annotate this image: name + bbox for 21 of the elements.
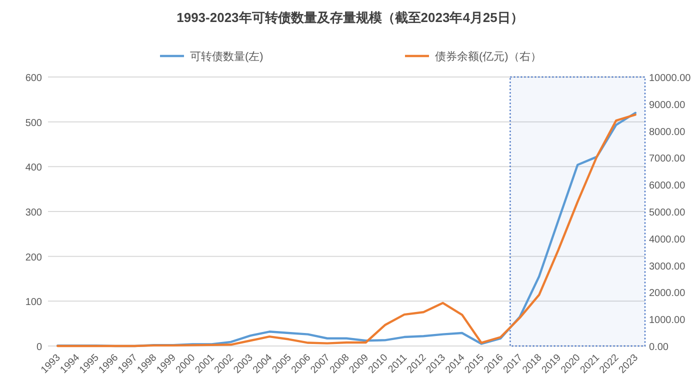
y2-tick-label: 8000.00 xyxy=(649,126,686,138)
y-tick-label: 0 xyxy=(36,342,42,353)
y2-tick-label: 2000.00 xyxy=(649,288,686,300)
legend-label: 债券余额(亿元)（右） xyxy=(435,50,542,63)
y-tick-label: 200 xyxy=(25,252,42,264)
y2-tick-label: 6000.00 xyxy=(649,180,686,192)
y2-tick-label: 3000.00 xyxy=(649,261,686,272)
y2-tick-label: 4000.00 xyxy=(649,234,686,246)
y2-tick-label: 1000.00 xyxy=(649,315,686,326)
y2-tick-label: 5000.00 xyxy=(649,208,686,218)
y2-tick-label: 10000.00 xyxy=(649,73,692,84)
y-tick-label: 500 xyxy=(25,118,42,129)
y-tick-label: 100 xyxy=(25,297,42,308)
y2-tick-label: 0.00 xyxy=(649,342,669,353)
y-tick-label: 300 xyxy=(25,208,42,218)
y-tick-label: 600 xyxy=(25,73,42,84)
y2-tick-label: 9000.00 xyxy=(649,100,686,111)
y2-tick-label: 7000.00 xyxy=(649,154,686,165)
legend-label: 可转债数量(左) xyxy=(190,51,264,63)
chart-title: 1993-2023年可转债数量及存量规模（截至2023年4月25日） xyxy=(176,10,524,25)
y-tick-label: 400 xyxy=(25,162,42,174)
